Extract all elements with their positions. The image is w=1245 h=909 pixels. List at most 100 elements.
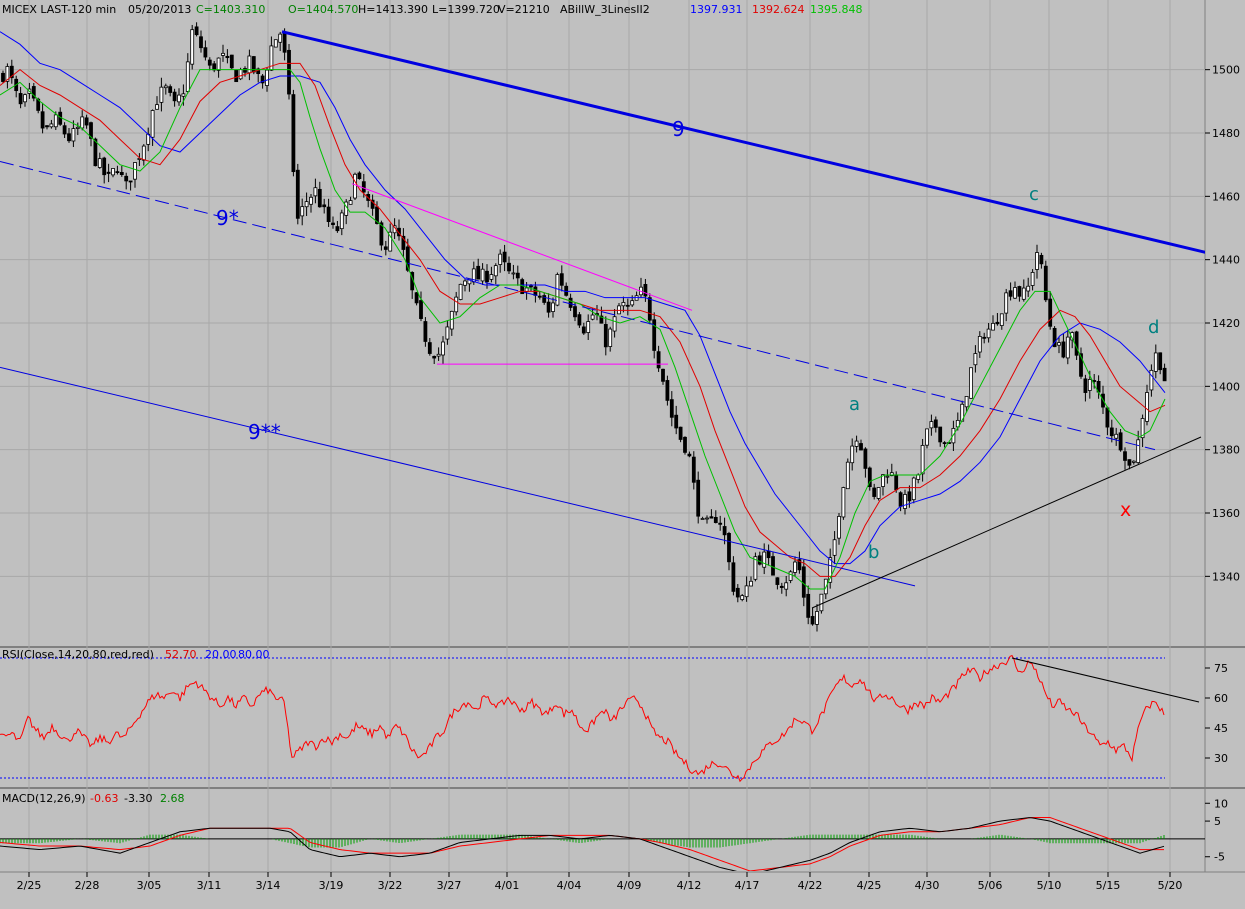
rsi-panel [0, 654, 1200, 783]
candle-body [388, 231, 393, 252]
candle-body [674, 414, 679, 429]
macd-y-label: 5 [1214, 815, 1221, 828]
x-tick-label: 5/06 [978, 879, 1003, 892]
candle-body [335, 226, 340, 232]
grid [0, 0, 1205, 872]
candle-body [203, 47, 208, 58]
candle-body [573, 306, 577, 318]
candle-body [568, 297, 573, 308]
candle-body [705, 517, 709, 520]
candle-body [603, 324, 608, 348]
candle-body [731, 562, 736, 592]
candle-body [757, 555, 762, 565]
candle-body [837, 516, 841, 539]
candle-body [1145, 392, 1149, 422]
candle-body [102, 157, 107, 176]
rsi-y-label: 60 [1214, 692, 1228, 705]
candle-body [49, 123, 54, 128]
candle-body [449, 310, 454, 330]
label-nine-double-star: 9** [248, 420, 281, 444]
candle-body [1004, 292, 1009, 314]
candle-body [1030, 272, 1035, 286]
candle-body [405, 246, 410, 271]
header-line3: 1395.848 [810, 3, 863, 16]
candle-body [348, 200, 353, 205]
x-tick-label: 4/17 [735, 879, 760, 892]
candle-body [665, 380, 670, 401]
x-tick-label: 4/12 [677, 879, 702, 892]
candle-body [291, 94, 296, 173]
candle-body [929, 421, 934, 429]
price-y-label: 1380 [1212, 444, 1240, 457]
candle-body [586, 321, 591, 333]
candle-body [476, 265, 481, 280]
candle-body [832, 539, 837, 556]
macd-y-label: -5 [1214, 851, 1225, 864]
candle-body [973, 353, 978, 366]
trendline-support [811, 436, 1202, 609]
candle-body [309, 196, 313, 205]
candle-body [133, 162, 137, 180]
wave-label-x: x [1120, 499, 1131, 521]
candle-body [45, 125, 49, 128]
x-tick-label: 4/04 [557, 879, 582, 892]
candle-body [243, 68, 247, 73]
candle-body [40, 111, 45, 129]
candle-body [643, 283, 648, 297]
header-open: O=1404.570 [288, 3, 358, 16]
macd-panel [0, 817, 1205, 871]
candle-body [1131, 460, 1136, 463]
wave-label-b: b [868, 542, 879, 563]
candle-body [722, 526, 727, 536]
candle-body [260, 75, 265, 84]
candle-body [502, 251, 507, 263]
candle-body [652, 319, 657, 351]
candle-body [458, 283, 463, 300]
candle-body [313, 187, 318, 197]
header-low: L=1399.720 [432, 3, 500, 16]
candle-body [801, 566, 806, 598]
candle-body [150, 110, 155, 138]
candle-body [529, 285, 533, 288]
candle-body [401, 235, 406, 250]
x-tick-label: 4/09 [617, 879, 642, 892]
rsi-trendline [1011, 657, 1200, 703]
candle-body [273, 39, 278, 48]
macd-header: MACD(12,26,9) -0.63 -3.30 2.68 [2, 792, 185, 805]
candle-body [907, 491, 912, 502]
candle-body [590, 314, 595, 320]
candle-body [806, 593, 811, 618]
candle-body [216, 57, 221, 71]
candle-body [322, 204, 327, 208]
header-date: 05/20/2013 [128, 3, 191, 16]
wave-label-a: a [849, 394, 860, 415]
candle-body [911, 477, 916, 501]
candle-body [625, 304, 630, 307]
candle-body [845, 461, 850, 490]
candle-body [269, 45, 274, 71]
candle-body [1109, 427, 1114, 437]
candle-body [53, 114, 58, 128]
candle-body [339, 212, 344, 230]
candle-body [493, 265, 498, 277]
candle-body [357, 172, 362, 180]
price-panel [0, 22, 1205, 632]
candle-body [784, 582, 789, 590]
candle-body [920, 445, 925, 475]
price-header: MICEX LAST-120 min 05/20/2013 C=1403.310… [2, 3, 863, 16]
candle-body [1035, 252, 1039, 270]
candle-body [287, 49, 291, 95]
candle-body [925, 428, 929, 446]
macd-line [0, 817, 1165, 871]
header-line1: 1397.931 [690, 3, 743, 16]
candle-body [515, 272, 520, 279]
candle-body [727, 533, 731, 563]
candle-body [1158, 352, 1163, 371]
price-y-label: 1340 [1212, 570, 1240, 583]
candle-body [964, 396, 969, 408]
candle-body [432, 355, 437, 359]
candle-body [1057, 342, 1061, 346]
candle-body [177, 94, 181, 103]
candle-body [599, 315, 604, 324]
